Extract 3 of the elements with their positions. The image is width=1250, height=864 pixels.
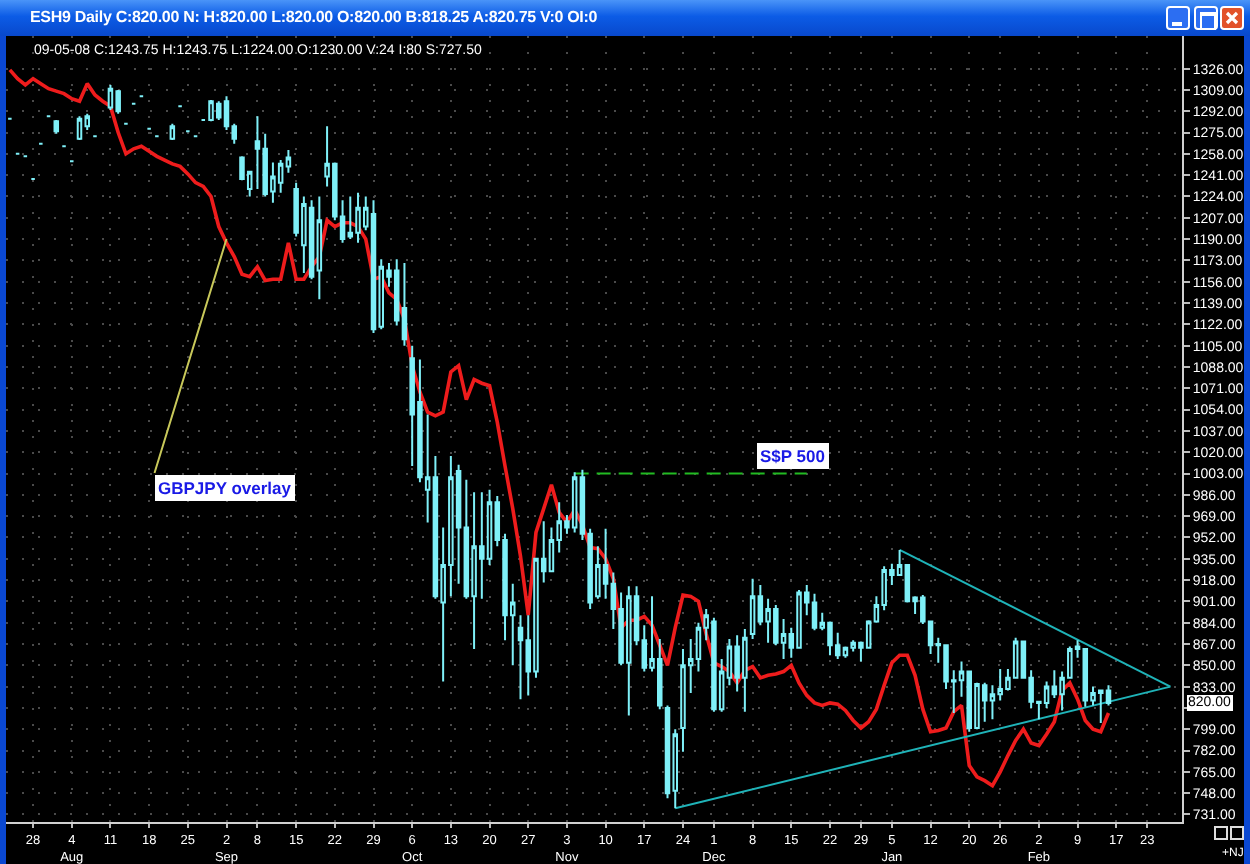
annotation: GBPJPY overlay xyxy=(158,478,292,498)
chart-title: ESH9 Daily C:820.00 N: H:820.00 L:820.00 O:820.00 B:818.25 A:820.75 V:0 OI:0 xyxy=(30,8,598,28)
annotation: S$P 500 xyxy=(760,446,826,466)
